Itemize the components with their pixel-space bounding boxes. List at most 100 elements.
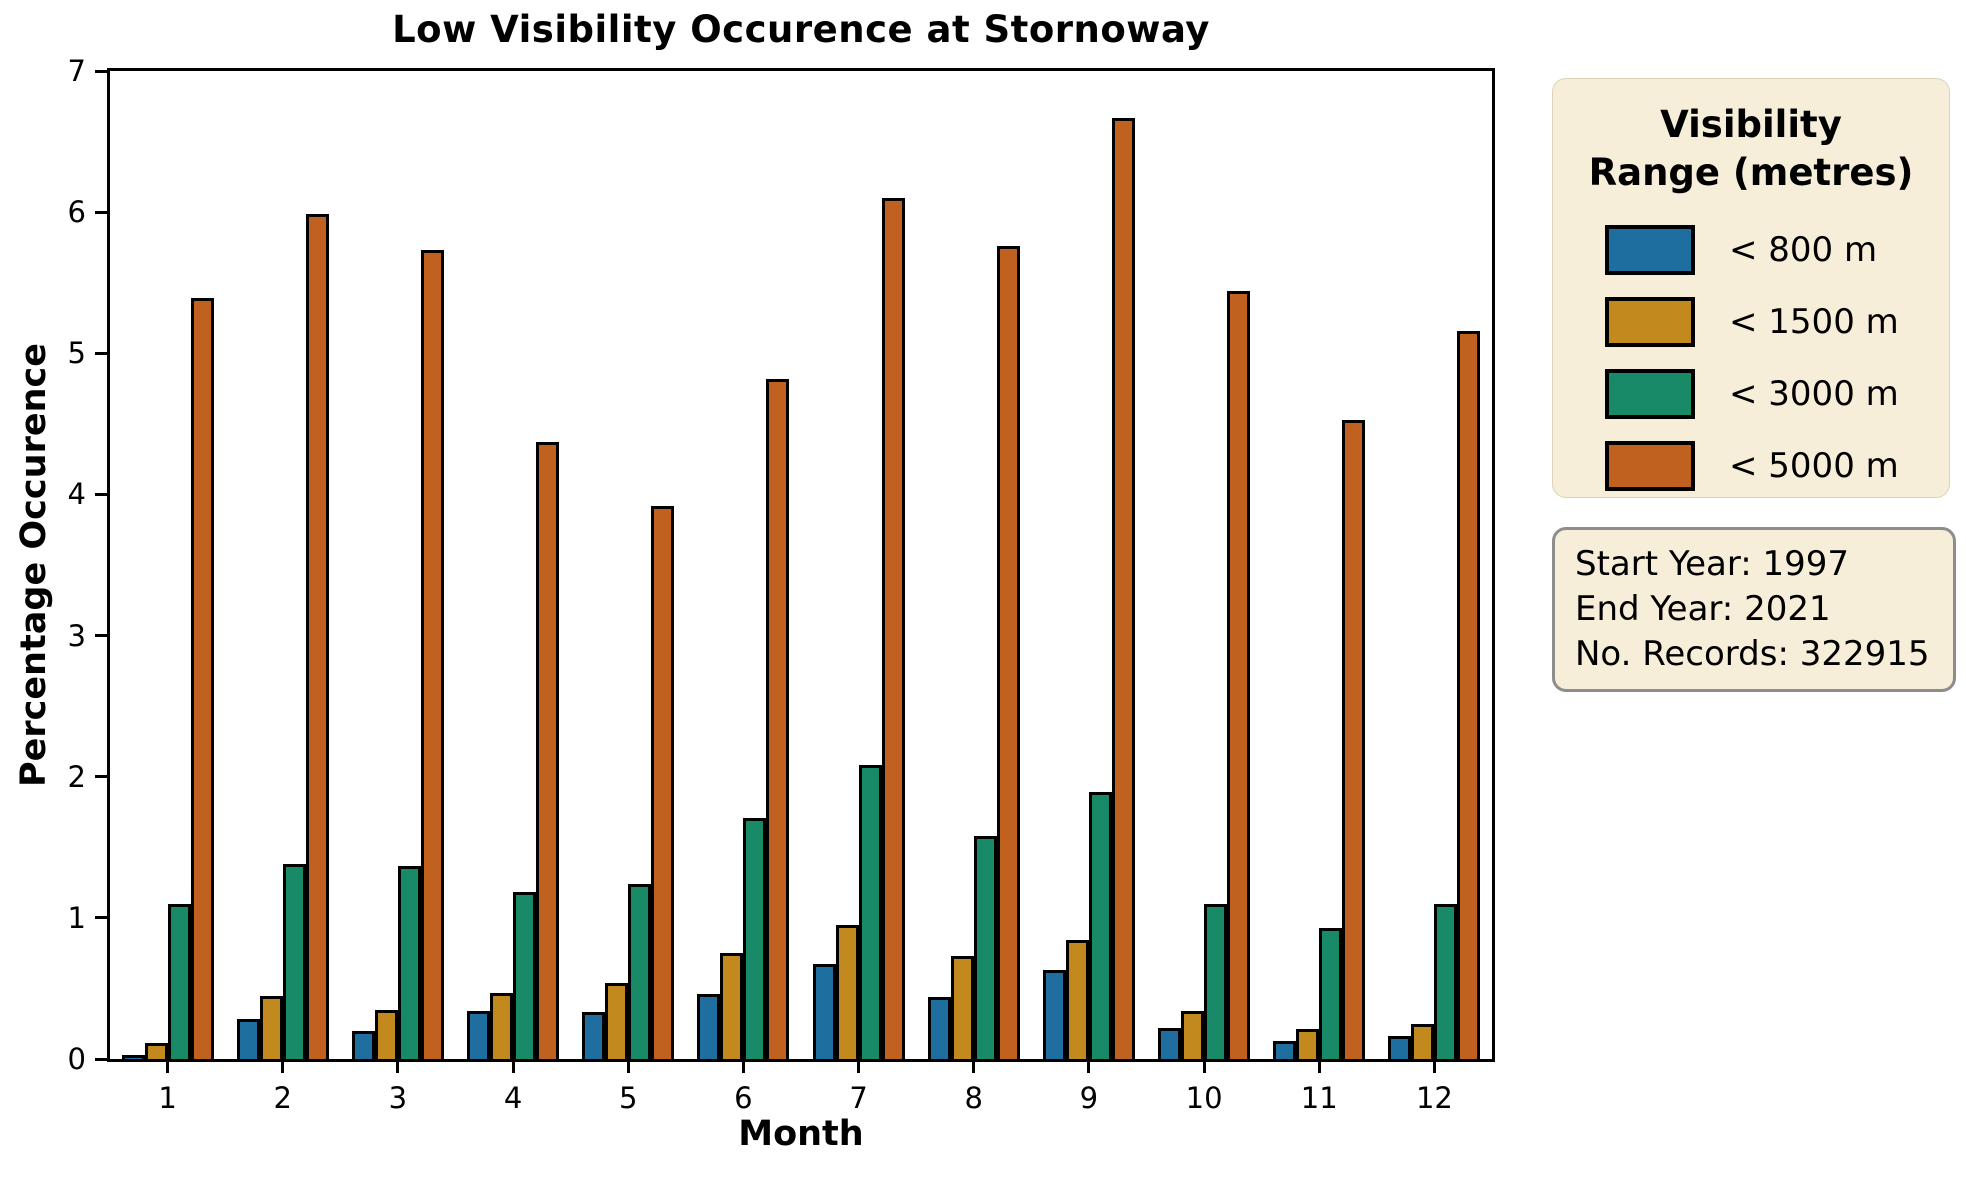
bar-month2-5000-m <box>305 213 329 1059</box>
bar-month1-1500-m <box>144 1043 168 1059</box>
info-end-year: End Year: 2021 <box>1575 589 1831 629</box>
y-tick-mark <box>95 351 110 355</box>
x-tick-label: 5 <box>619 1081 638 1115</box>
x-tick-mark <box>396 1059 400 1073</box>
x-tick-mark <box>511 1059 515 1073</box>
x-tick-mark <box>1432 1059 1436 1073</box>
y-tick-mark <box>95 775 110 779</box>
x-axis-label: Month <box>738 1114 864 1154</box>
bar-month9-800-m <box>1042 970 1066 1059</box>
bar-month7-1500-m <box>835 924 859 1059</box>
y-tick-label: 1 <box>67 900 86 935</box>
x-tick-label: 6 <box>734 1081 753 1115</box>
bar-month3-3000-m <box>397 865 421 1059</box>
bar-month10-800-m <box>1158 1027 1182 1059</box>
bar-month6-3000-m <box>743 817 767 1059</box>
legend-label-1500-m: < 1500 m <box>1729 302 1899 343</box>
bar-month2-800-m <box>236 1019 260 1059</box>
x-tick-mark <box>1087 1059 1091 1073</box>
legend-label-5000-m: < 5000 m <box>1729 446 1899 487</box>
bar-month7-3000-m <box>858 765 882 1059</box>
y-tick-mark <box>95 210 110 214</box>
x-tick-label: 4 <box>503 1081 523 1115</box>
x-tick-label: 3 <box>388 1081 408 1115</box>
x-tick-label: 10 <box>1185 1081 1223 1115</box>
info-box: Start Year: 1997 End Year: 2021 No. Reco… <box>1552 527 1956 692</box>
y-tick-mark <box>95 634 110 638</box>
bar-month11-3000-m <box>1319 927 1343 1059</box>
y-axis-label: Percentage Occurence <box>14 343 54 787</box>
bar-month9-5000-m <box>1111 117 1135 1059</box>
y-tick-label: 2 <box>67 759 86 794</box>
x-tick-label: 7 <box>849 1081 868 1115</box>
bar-month11-800-m <box>1273 1040 1297 1059</box>
x-tick-label: 8 <box>964 1081 983 1115</box>
y-tick-label: 0 <box>67 1042 86 1076</box>
bar-month5-3000-m <box>628 883 652 1059</box>
bar-month4-3000-m <box>513 892 537 1059</box>
bar-month4-800-m <box>467 1011 491 1059</box>
bar-month8-5000-m <box>996 246 1020 1059</box>
x-tick-mark <box>857 1059 861 1073</box>
bar-month2-3000-m <box>282 864 306 1059</box>
bar-month10-3000-m <box>1204 903 1228 1059</box>
legend-item-5000-m: < 5000 m <box>1605 441 1949 492</box>
y-tick-mark <box>95 69 110 73</box>
x-tick-label: 2 <box>273 1081 292 1115</box>
legend-swatch-1500-m <box>1605 297 1695 348</box>
chart-title: Low Visibility Occurence at Stornoway <box>392 8 1210 51</box>
legend-swatch-5000-m <box>1605 441 1695 492</box>
y-tick-label: 4 <box>67 477 86 512</box>
bar-month8-800-m <box>927 996 951 1059</box>
y-tick-label: 7 <box>67 54 86 88</box>
x-tick-label: 1 <box>158 1081 177 1115</box>
bar-month11-1500-m <box>1296 1029 1320 1059</box>
bar-month6-5000-m <box>766 378 790 1059</box>
x-tick-mark <box>972 1059 976 1073</box>
bar-month3-5000-m <box>420 250 444 1059</box>
y-tick-mark <box>95 1057 110 1061</box>
bar-month8-1500-m <box>950 955 974 1059</box>
bar-month12-3000-m <box>1434 903 1458 1059</box>
bar-month6-800-m <box>697 994 721 1059</box>
bar-month11-5000-m <box>1342 419 1366 1059</box>
legend-swatch-800-m <box>1605 225 1695 276</box>
x-tick-label: 12 <box>1415 1081 1453 1115</box>
x-tick-mark <box>166 1059 170 1073</box>
bar-month8-3000-m <box>973 836 997 1059</box>
bar-month9-3000-m <box>1088 792 1112 1059</box>
bar-month5-1500-m <box>605 982 629 1059</box>
y-tick-label: 3 <box>67 618 86 653</box>
y-tick-mark <box>95 492 110 496</box>
bar-month4-1500-m <box>490 992 514 1059</box>
bar-month1-800-m <box>121 1054 145 1059</box>
bar-month12-800-m <box>1388 1036 1412 1059</box>
y-tick-mark <box>95 916 110 920</box>
legend-title: Visibility Range (metres) <box>1588 103 1914 195</box>
bar-month10-5000-m <box>1227 291 1251 1059</box>
y-tick-label: 6 <box>67 195 86 230</box>
legend-label-3000-m: < 3000 m <box>1729 374 1899 415</box>
bar-month10-1500-m <box>1181 1011 1205 1059</box>
legend-item-1500-m: < 1500 m <box>1605 297 1949 348</box>
bar-month6-1500-m <box>720 953 744 1059</box>
x-tick-mark <box>1202 1059 1206 1073</box>
bar-month5-5000-m <box>651 505 675 1059</box>
bar-month7-5000-m <box>881 198 905 1059</box>
legend-label-800-m: < 800 m <box>1729 230 1878 271</box>
bar-month12-1500-m <box>1411 1023 1435 1059</box>
bar-month1-5000-m <box>190 298 214 1059</box>
x-tick-mark <box>281 1059 285 1073</box>
bar-month4-5000-m <box>536 442 560 1059</box>
info-start-year: Start Year: 1997 <box>1575 544 1850 584</box>
legend-item-800-m: < 800 m <box>1605 225 1949 276</box>
x-tick-mark <box>626 1059 630 1073</box>
bar-month5-800-m <box>582 1012 606 1059</box>
bar-month2-1500-m <box>259 995 283 1059</box>
legend-items: < 800 m < 1500 m < 3000 m < 5000 m <box>1553 225 1949 492</box>
bar-month1-3000-m <box>167 903 191 1059</box>
x-tick-mark <box>1317 1059 1321 1073</box>
plot-area: 0 1 2 3 4 5 6 7 1 2 3 4 5 6 7 8 9 10 11 12 <box>68 54 1495 1115</box>
legend-item-3000-m: < 3000 m <box>1605 369 1949 420</box>
